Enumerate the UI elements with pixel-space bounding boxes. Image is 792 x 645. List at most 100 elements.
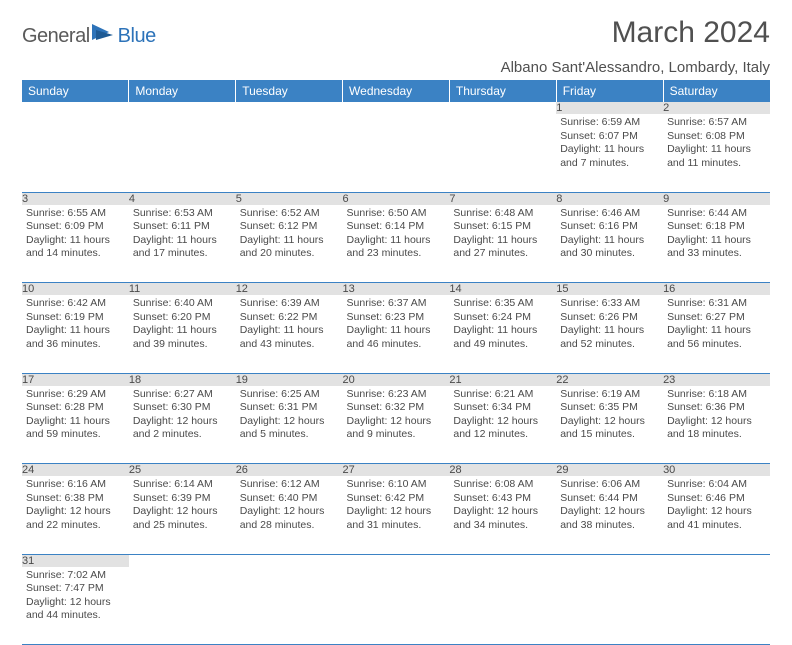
day-cell [129,567,236,645]
day-cell [556,567,663,645]
day-details: Sunrise: 6:31 AMSunset: 6:27 PMDaylight:… [663,295,770,354]
day-details: Sunrise: 6:40 AMSunset: 6:20 PMDaylight:… [129,295,236,354]
day-details: Sunrise: 6:33 AMSunset: 6:26 PMDaylight:… [556,295,663,354]
day-cell: Sunrise: 6:14 AMSunset: 6:39 PMDaylight:… [129,476,236,554]
day-cell: Sunrise: 6:55 AMSunset: 6:09 PMDaylight:… [22,205,129,283]
week-row: Sunrise: 6:29 AMSunset: 6:28 PMDaylight:… [22,386,770,464]
day-number [236,554,343,567]
day-number: 5 [236,192,343,205]
week-row: Sunrise: 6:16 AMSunset: 6:38 PMDaylight:… [22,476,770,554]
day-number: 20 [343,373,450,386]
day-number: 28 [449,464,556,477]
day-details: Sunrise: 6:14 AMSunset: 6:39 PMDaylight:… [129,476,236,535]
day-details: Sunrise: 6:08 AMSunset: 6:43 PMDaylight:… [449,476,556,535]
day-details: Sunrise: 6:46 AMSunset: 6:16 PMDaylight:… [556,205,663,264]
day-number [129,102,236,114]
day-details: Sunrise: 6:16 AMSunset: 6:38 PMDaylight:… [22,476,129,535]
day-details: Sunrise: 6:42 AMSunset: 6:19 PMDaylight:… [22,295,129,354]
day-cell: Sunrise: 6:39 AMSunset: 6:22 PMDaylight:… [236,295,343,373]
day-number [449,102,556,114]
day-number: 9 [663,192,770,205]
day-details: Sunrise: 6:06 AMSunset: 6:44 PMDaylight:… [556,476,663,535]
day-details: Sunrise: 6:10 AMSunset: 6:42 PMDaylight:… [343,476,450,535]
day-details: Sunrise: 6:53 AMSunset: 6:11 PMDaylight:… [129,205,236,264]
day-number: 27 [343,464,450,477]
day-details: Sunrise: 6:55 AMSunset: 6:09 PMDaylight:… [22,205,129,264]
day-number: 18 [129,373,236,386]
day-details: Sunrise: 6:35 AMSunset: 6:24 PMDaylight:… [449,295,556,354]
day-number: 1 [556,102,663,114]
logo: General Blue [22,22,156,51]
day-cell [663,567,770,645]
day-cell: Sunrise: 6:44 AMSunset: 6:18 PMDaylight:… [663,205,770,283]
day-cell [22,114,129,192]
weekday-header: Sunday [22,80,129,102]
daynum-row: 17181920212223 [22,373,770,386]
daynum-row: 3456789 [22,192,770,205]
day-number [449,554,556,567]
day-number [343,554,450,567]
day-number: 13 [343,283,450,296]
day-cell: Sunrise: 6:04 AMSunset: 6:46 PMDaylight:… [663,476,770,554]
day-number: 3 [22,192,129,205]
day-cell: Sunrise: 6:19 AMSunset: 6:35 PMDaylight:… [556,386,663,464]
day-cell: Sunrise: 6:50 AMSunset: 6:14 PMDaylight:… [343,205,450,283]
logo-text-part1: General [22,25,90,48]
day-details: Sunrise: 6:44 AMSunset: 6:18 PMDaylight:… [663,205,770,264]
day-number: 23 [663,373,770,386]
day-cell: Sunrise: 6:46 AMSunset: 6:16 PMDaylight:… [556,205,663,283]
daynum-row: 12 [22,102,770,114]
day-number: 11 [129,283,236,296]
day-details: Sunrise: 6:59 AMSunset: 6:07 PMDaylight:… [556,114,663,173]
day-details: Sunrise: 6:39 AMSunset: 6:22 PMDaylight:… [236,295,343,354]
day-number: 24 [22,464,129,477]
day-details: Sunrise: 6:52 AMSunset: 6:12 PMDaylight:… [236,205,343,264]
day-number: 31 [22,554,129,567]
week-row: Sunrise: 6:55 AMSunset: 6:09 PMDaylight:… [22,205,770,283]
day-details: Sunrise: 6:29 AMSunset: 6:28 PMDaylight:… [22,386,129,445]
calendar-table: SundayMondayTuesdayWednesdayThursdayFrid… [22,80,770,645]
calendar-header-row: SundayMondayTuesdayWednesdayThursdayFrid… [22,80,770,102]
day-details: Sunrise: 7:02 AMSunset: 7:47 PMDaylight:… [22,567,129,626]
day-number: 22 [556,373,663,386]
day-details: Sunrise: 6:04 AMSunset: 6:46 PMDaylight:… [663,476,770,535]
day-number: 7 [449,192,556,205]
day-details: Sunrise: 6:37 AMSunset: 6:23 PMDaylight:… [343,295,450,354]
day-details: Sunrise: 6:21 AMSunset: 6:34 PMDaylight:… [449,386,556,445]
day-details: Sunrise: 6:18 AMSunset: 6:36 PMDaylight:… [663,386,770,445]
day-number: 8 [556,192,663,205]
day-details: Sunrise: 6:25 AMSunset: 6:31 PMDaylight:… [236,386,343,445]
day-cell: Sunrise: 6:08 AMSunset: 6:43 PMDaylight:… [449,476,556,554]
day-cell: Sunrise: 7:02 AMSunset: 7:47 PMDaylight:… [22,567,129,645]
day-cell [129,114,236,192]
header: General Blue March 2024 [22,16,770,51]
day-cell: Sunrise: 6:10 AMSunset: 6:42 PMDaylight:… [343,476,450,554]
day-number: 30 [663,464,770,477]
title-block: March 2024 [612,16,770,50]
day-cell [343,567,450,645]
day-details: Sunrise: 6:27 AMSunset: 6:30 PMDaylight:… [129,386,236,445]
day-cell: Sunrise: 6:31 AMSunset: 6:27 PMDaylight:… [663,295,770,373]
weekday-header: Friday [556,80,663,102]
day-number [236,102,343,114]
day-cell: Sunrise: 6:16 AMSunset: 6:38 PMDaylight:… [22,476,129,554]
day-details: Sunrise: 6:23 AMSunset: 6:32 PMDaylight:… [343,386,450,445]
page-title: March 2024 [612,16,770,50]
day-cell: Sunrise: 6:59 AMSunset: 6:07 PMDaylight:… [556,114,663,192]
day-number: 6 [343,192,450,205]
day-number: 19 [236,373,343,386]
daynum-row: 24252627282930 [22,464,770,477]
day-cell: Sunrise: 6:29 AMSunset: 6:28 PMDaylight:… [22,386,129,464]
weekday-header: Wednesday [343,80,450,102]
day-details: Sunrise: 6:12 AMSunset: 6:40 PMDaylight:… [236,476,343,535]
day-details: Sunrise: 6:50 AMSunset: 6:14 PMDaylight:… [343,205,450,264]
day-number: 10 [22,283,129,296]
day-number [663,554,770,567]
week-row: Sunrise: 6:42 AMSunset: 6:19 PMDaylight:… [22,295,770,373]
day-number: 14 [449,283,556,296]
day-cell: Sunrise: 6:40 AMSunset: 6:20 PMDaylight:… [129,295,236,373]
week-row: Sunrise: 6:59 AMSunset: 6:07 PMDaylight:… [22,114,770,192]
day-number: 15 [556,283,663,296]
day-number: 12 [236,283,343,296]
day-number: 16 [663,283,770,296]
